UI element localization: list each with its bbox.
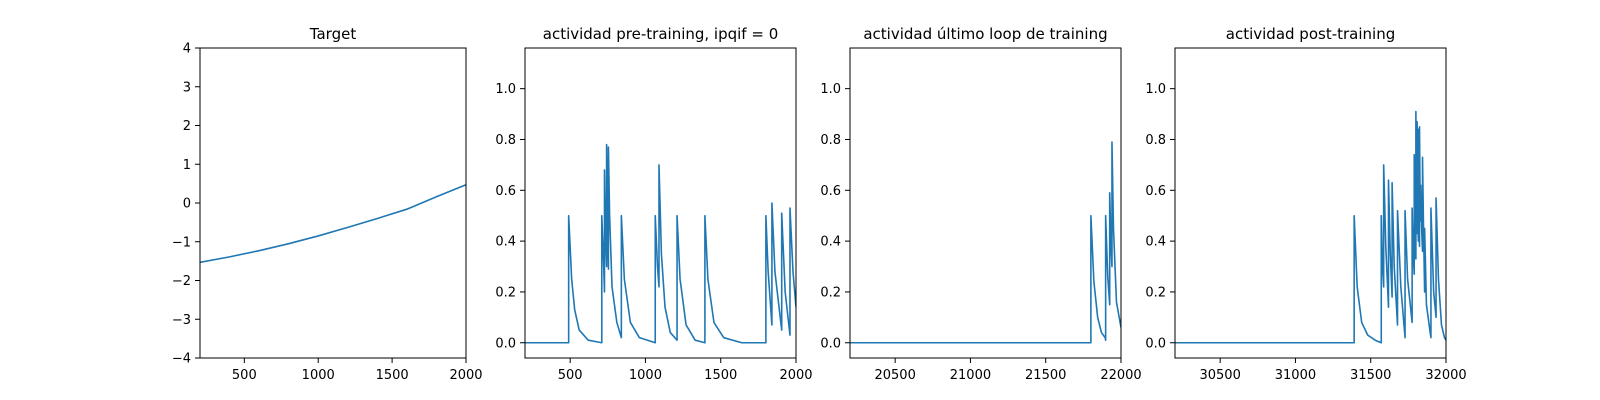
y-tick-label: −2 xyxy=(172,274,191,289)
x-tick-label: 1000 xyxy=(629,368,662,383)
y-tick-label: 1.0 xyxy=(1145,82,1166,97)
y-tick-label: 0.8 xyxy=(495,133,516,148)
y-tick-label: 0 xyxy=(183,197,191,212)
axes-frame xyxy=(849,47,1122,359)
series-line-2-1 xyxy=(525,143,796,344)
axes-frame xyxy=(1174,47,1447,359)
y-tick-label: 0.6 xyxy=(820,184,841,199)
x-tick-label: 31000 xyxy=(1275,368,1316,383)
y-tick-label: 0.2 xyxy=(1145,285,1166,300)
x-tick-label: 32000 xyxy=(1425,368,1466,383)
y-tick-label: 4 xyxy=(183,42,191,57)
y-tick-label: −4 xyxy=(172,352,191,367)
y-tick-label: −1 xyxy=(172,235,191,250)
y-tick-label: 0.0 xyxy=(1145,336,1166,351)
chart-panel-1: 500 1000 1500 2000 −4 −3 −2 −1 0 1 2 3 4 Target xyxy=(172,25,483,383)
axes-frame xyxy=(199,47,467,359)
x-tick-label: 500 xyxy=(232,368,257,383)
y-tick-label: 2 xyxy=(183,119,191,134)
x-tick-label: 2000 xyxy=(449,368,482,383)
chart-panel-3: 20500 21000 21500 22000 0.0 0.2 0.4 0.6 0.8 1.0 ac… xyxy=(820,25,1141,383)
x-tick-label: 31500 xyxy=(1350,368,1391,383)
chart-panel-4: 30500 31000 31500 32000 0.0 0.2 0.4 0.6 0.8 1.0 ac… xyxy=(1145,25,1466,383)
chart-title: actividad pre-training, ipqif = 0 xyxy=(543,25,779,43)
chart-title: actividad post-training xyxy=(1226,25,1395,43)
y-tick-label: 1.0 xyxy=(820,82,841,97)
y-tick-label: 0.8 xyxy=(1145,133,1166,148)
x-tick-label: 21000 xyxy=(950,368,991,383)
series-line-4-1 xyxy=(1175,110,1446,344)
x-tick-label: 30500 xyxy=(1199,368,1240,383)
x-tick-label: 20500 xyxy=(874,368,915,383)
y-tick-label: 1.0 xyxy=(495,82,516,97)
chart-title: actividad último loop de training xyxy=(863,25,1107,43)
x-tick-label: 500 xyxy=(558,368,583,383)
x-tick-label: 1500 xyxy=(704,368,737,383)
y-tick-label: 0.0 xyxy=(495,336,516,351)
x-tick-label: 22000 xyxy=(1100,368,1141,383)
x-tick-label: 21500 xyxy=(1025,368,1066,383)
y-tick-label: 0.2 xyxy=(820,285,841,300)
y-tick-label: 0.2 xyxy=(495,285,516,300)
series-line-1-1 xyxy=(200,184,466,264)
x-tick-label: 1000 xyxy=(302,368,335,383)
series-line-3-1 xyxy=(850,141,1121,344)
axes-frame xyxy=(524,47,797,359)
y-tick-label: 0.8 xyxy=(820,133,841,148)
y-tick-label: −3 xyxy=(172,313,191,328)
y-tick-label: 0.6 xyxy=(1145,184,1166,199)
chart-panel-2: 500 1000 1500 2000 0.0 0.2 0.4 0.6 0.8 1.0 activid… xyxy=(495,25,812,383)
y-tick-label: 0.0 xyxy=(820,336,841,351)
y-tick-label: 0.4 xyxy=(820,235,841,250)
y-tick-label: 1 xyxy=(183,158,191,173)
chart-title: Target xyxy=(309,25,357,43)
x-tick-label: 2000 xyxy=(779,368,812,383)
y-tick-label: 3 xyxy=(183,80,191,95)
y-tick-label: 0.4 xyxy=(495,235,516,250)
y-tick-label: 0.6 xyxy=(495,184,516,199)
y-tick-label: 0.4 xyxy=(1145,235,1166,250)
x-tick-label: 1500 xyxy=(376,368,409,383)
